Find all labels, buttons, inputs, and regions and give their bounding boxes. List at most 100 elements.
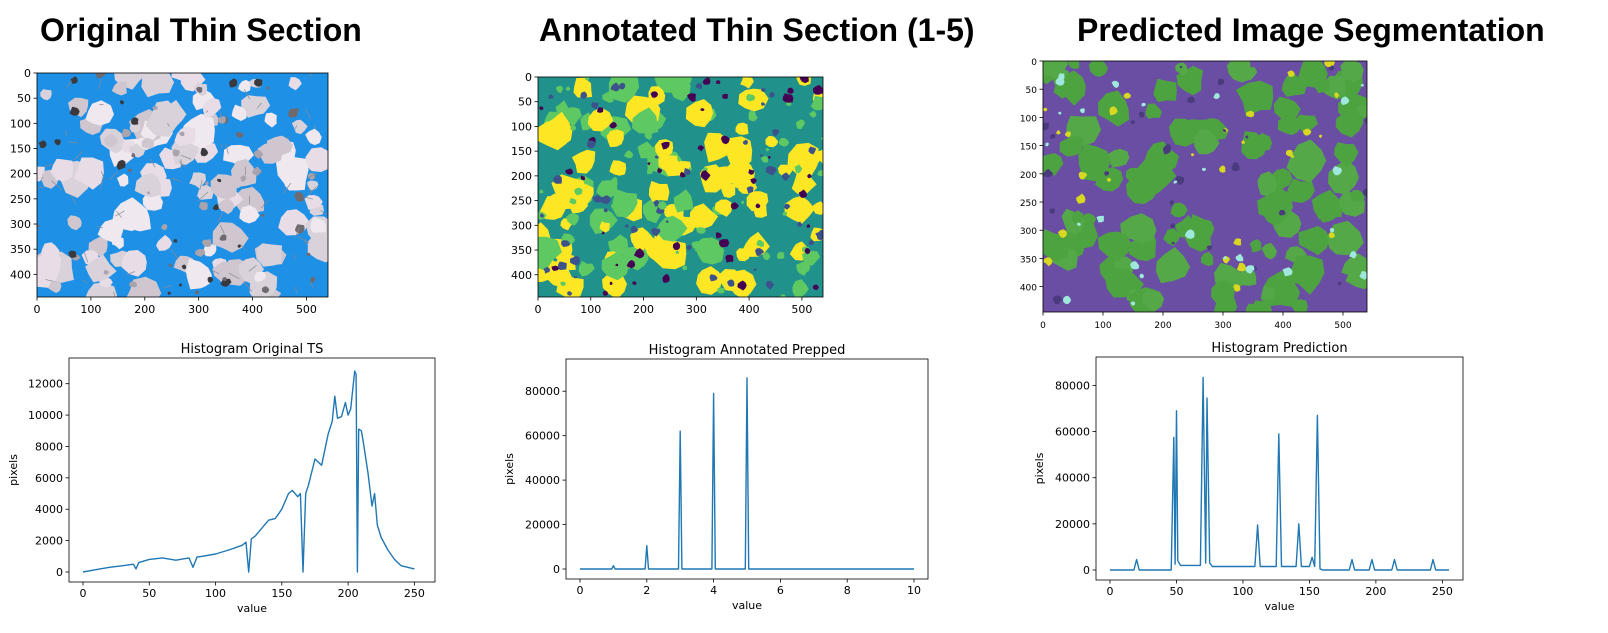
- pore-speck: [178, 283, 183, 287]
- pore-speck: [1184, 229, 1195, 239]
- pore-speck: [691, 241, 701, 249]
- pore-speck: [748, 169, 755, 175]
- pore-speck: [1202, 167, 1207, 172]
- pore-speck: [1334, 92, 1340, 99]
- grain-edge: [310, 282, 314, 289]
- annotated-image-panel: 0 100 200 300 400 500 0 50 100 150 200 250 300 350 400: [511, 71, 824, 316]
- grain: [765, 136, 779, 148]
- pore-speck: [1364, 117, 1367, 124]
- pore-speck: [1246, 110, 1255, 118]
- grain: [1194, 129, 1220, 155]
- pore-speck: [687, 93, 696, 102]
- y-tick-label: 400: [1020, 284, 1037, 294]
- pore-speck: [662, 273, 670, 283]
- y-tick-label: 6000: [35, 472, 63, 485]
- pore-speck: [1130, 120, 1136, 125]
- grain: [810, 95, 823, 111]
- pore-speck: [37, 224, 40, 228]
- y-tick-label: 250: [511, 195, 532, 208]
- y-tick-label: 200: [511, 170, 532, 183]
- grain: [307, 234, 328, 263]
- pore-speck: [1056, 130, 1061, 135]
- grain-edge: [304, 238, 307, 245]
- y-tick-label: 2000: [35, 535, 63, 548]
- pore-speck: [235, 132, 244, 138]
- pore-speck: [632, 281, 637, 285]
- pore-speck: [1096, 215, 1104, 223]
- pore-speck: [1359, 271, 1367, 280]
- grain: [1350, 189, 1365, 203]
- pore-speck: [181, 264, 187, 270]
- grain: [571, 149, 596, 174]
- pore-speck: [216, 178, 222, 183]
- x-tick-label: 500: [296, 303, 317, 316]
- grain: [606, 129, 624, 148]
- grain: [578, 260, 595, 277]
- grain: [587, 107, 614, 132]
- grain-edge: [217, 212, 223, 223]
- grain: [1261, 286, 1276, 301]
- pore-speck: [308, 172, 315, 180]
- pore-speck: [1279, 209, 1286, 216]
- pore-speck: [1362, 188, 1367, 197]
- pore-speck: [1170, 223, 1176, 229]
- grain: [1043, 61, 1069, 77]
- grain-edge: [171, 177, 182, 182]
- grain-edge: [219, 225, 225, 234]
- pore-speck: [252, 166, 262, 176]
- pore-speck: [1206, 245, 1213, 251]
- predicted-segmentation-heading: Predicted Image Segmentation: [1077, 12, 1545, 48]
- y-tick-label: 350: [511, 244, 532, 257]
- pore-speck: [1337, 282, 1342, 286]
- grain: [254, 271, 267, 282]
- grain-edge: [294, 286, 298, 294]
- y-tick-label: 0: [553, 563, 560, 576]
- y-tick-label: 60000: [1055, 426, 1090, 439]
- pore-speck: [765, 280, 774, 290]
- pore-speck: [1303, 128, 1312, 136]
- pore-speck: [715, 80, 721, 84]
- pore-speck: [782, 211, 787, 216]
- pore-speck: [630, 225, 639, 234]
- grain-edge: [282, 182, 292, 195]
- pore-speck: [756, 239, 765, 247]
- pore-speck: [1078, 171, 1088, 180]
- y-tick-label: 0: [525, 71, 532, 84]
- pore-speck: [646, 168, 653, 175]
- pore-speck: [675, 250, 680, 254]
- pore-speck: [597, 107, 604, 113]
- pore-speck: [1287, 70, 1295, 77]
- histogram-line-series-1: [82, 370, 415, 573]
- pore-speck: [229, 78, 238, 88]
- pore-speck: [167, 291, 171, 295]
- grain: [1170, 202, 1188, 218]
- grain: [266, 135, 293, 157]
- grain-edge: [42, 164, 53, 168]
- pore-speck: [1055, 78, 1065, 86]
- grain: [675, 77, 693, 84]
- pore-speck: [587, 140, 596, 149]
- grain: [1071, 210, 1085, 224]
- pore-speck: [1050, 133, 1056, 139]
- pore-speck: [1064, 131, 1071, 138]
- grain: [664, 159, 684, 177]
- x-tick-label: 4: [710, 584, 717, 597]
- grain: [48, 280, 62, 294]
- pore-speck: [1109, 106, 1118, 116]
- pore-speck: [580, 175, 585, 181]
- grain: [1126, 175, 1160, 205]
- pore-speck: [1043, 257, 1053, 267]
- grain: [1211, 280, 1235, 304]
- grain: [673, 189, 694, 213]
- pore-speck: [742, 139, 748, 145]
- grain: [1175, 62, 1188, 76]
- grain-edge: [304, 196, 313, 200]
- pore-speck: [240, 175, 247, 182]
- grain: [156, 234, 173, 251]
- pore-speck: [168, 263, 172, 268]
- y-tick-label: 50: [518, 96, 532, 109]
- pore-speck: [741, 200, 744, 204]
- pore-speck: [570, 255, 580, 266]
- pore-speck: [820, 137, 823, 140]
